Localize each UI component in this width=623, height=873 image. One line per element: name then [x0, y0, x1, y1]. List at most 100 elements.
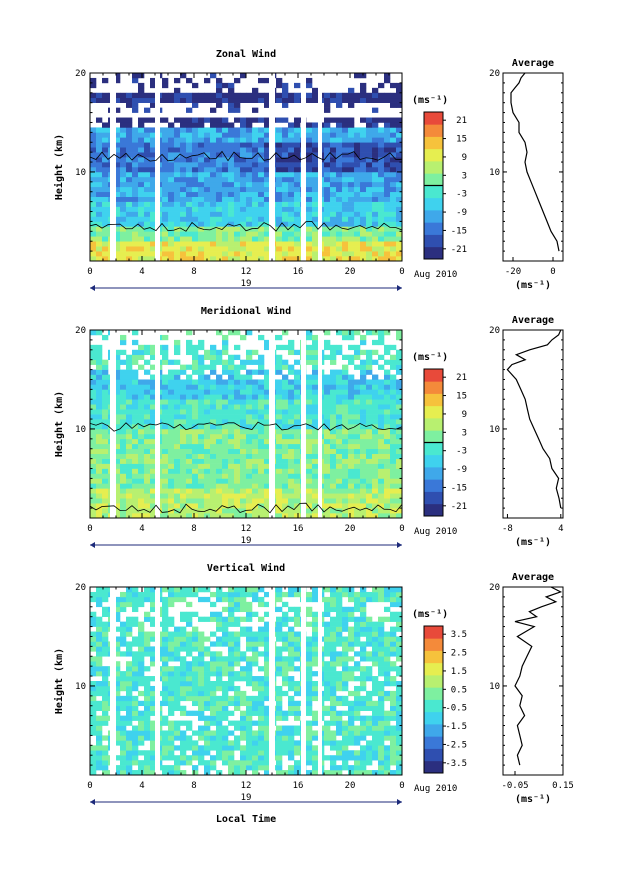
heatmap-cell: [120, 206, 127, 212]
heatmap-cell: [192, 493, 199, 499]
heatmap-cell: [198, 676, 205, 682]
heatmap-cell: [252, 720, 259, 726]
heatmap-cell: [204, 246, 211, 252]
heatmap-cell: [132, 176, 139, 183]
heatmap-cell: [174, 656, 181, 662]
heatmap-cell: [306, 330, 313, 336]
heatmap-cell: [162, 468, 169, 474]
heatmap-cell: [240, 384, 247, 390]
heatmap-cell: [384, 97, 391, 103]
heatmap-cell: [246, 369, 253, 375]
heatmap-cell: [144, 394, 151, 400]
heatmap-cell: [198, 216, 205, 222]
heatmap-cell: [372, 438, 379, 445]
heatmap-cell: [246, 92, 253, 99]
heatmap-cell: [366, 142, 373, 148]
heatmap-cell: [222, 409, 229, 415]
heatmap-cell: [234, 201, 241, 207]
heatmap-cell: [138, 122, 145, 128]
heatmap-cell: [216, 676, 223, 682]
heatmap-cell: [288, 443, 295, 450]
heatmap-cell: [150, 196, 157, 202]
heatmap-cell: [234, 735, 241, 741]
heatmap-cell: [132, 216, 139, 222]
heatmap-cell: [342, 246, 349, 252]
heatmap-cell: [366, 715, 373, 721]
heatmap-cell: [396, 379, 403, 385]
heatmap-cell: [288, 473, 295, 479]
heatmap-cell: [306, 157, 313, 163]
heatmap-cell: [114, 770, 121, 776]
heatmap-cell: [228, 384, 235, 390]
heatmap-cell: [210, 453, 217, 459]
heatmap-cell: [90, 374, 97, 380]
heatmap-cell: [198, 186, 205, 193]
heatmap-cell: [228, 364, 235, 370]
heatmap-cell: [282, 730, 289, 736]
heatmap-cell: [288, 132, 295, 138]
heatmap-cell: [342, 369, 349, 375]
heatmap-cell: [330, 349, 337, 356]
heatmap-cell: [276, 206, 283, 212]
heatmap-cell: [234, 369, 241, 375]
heatmap-cell: [228, 354, 235, 360]
heatmap-cell: [312, 765, 319, 771]
heatmap-cell: [168, 147, 175, 153]
heatmap-cell: [180, 745, 187, 751]
heatmap-cell: [228, 513, 235, 519]
heatmap-cell: [138, 419, 145, 425]
heatmap-cell: [192, 137, 199, 143]
heatmap-cell: [228, 176, 235, 183]
heatmap-cell: [168, 246, 175, 252]
heatmap-cell: [102, 364, 109, 370]
heatmap-cell: [204, 745, 211, 751]
heatmap-cell: [330, 695, 337, 702]
heatmap-cell: [126, 409, 133, 415]
heatmap-cell: [342, 463, 349, 469]
heatmap-cell: [222, 127, 229, 133]
heatmap-cell: [336, 399, 343, 405]
heatmap-cell: [336, 419, 343, 425]
heatmap-cell: [240, 463, 247, 469]
heatmap-cell: [378, 765, 385, 771]
heatmap-cell: [180, 256, 187, 262]
heatmap-cell: [150, 171, 157, 178]
heatmap-cell: [360, 508, 367, 514]
heatmap-cell: [390, 681, 397, 687]
heatmap-cell: [276, 191, 283, 197]
heatmap-cell: [264, 226, 271, 232]
heatmap-cell: [192, 127, 199, 133]
heatmap-cell: [294, 246, 301, 252]
heatmap-cell: [144, 513, 151, 519]
heatmap-cell: [252, 211, 259, 217]
heatmap-cell: [162, 206, 169, 212]
heatmap-cell: [288, 251, 295, 257]
heatmap-cell: [114, 513, 121, 519]
heatmap-cell: [210, 399, 217, 405]
heatmap-cell: [210, 710, 217, 716]
heatmap-cell: [192, 463, 199, 469]
heatmap-cell: [102, 359, 109, 365]
heatmap-cell: [168, 705, 175, 711]
heatmap-cell: [258, 443, 265, 450]
heatmap-cell: [264, 97, 271, 103]
heatmap-cell: [276, 646, 283, 652]
heatmap-cell: [168, 409, 175, 415]
heatmap-cell: [144, 211, 151, 217]
heatmap-cell: [216, 82, 223, 89]
heatmap-cell: [348, 424, 355, 430]
heatmap-cell: [282, 750, 289, 756]
heatmap-cell: [366, 152, 373, 158]
heatmap-cell: [120, 162, 127, 168]
colorbar-segment: [424, 418, 443, 431]
heatmap-cell: [204, 458, 211, 464]
heatmap-cell: [204, 690, 211, 697]
heatmap-cell: [96, 656, 103, 662]
heatmap-cell: [102, 226, 109, 232]
heatmap-cell: [306, 201, 313, 207]
heatmap-cell: [228, 157, 235, 163]
heatmap-cell: [234, 181, 241, 188]
heatmap-cell: [264, 458, 271, 464]
heatmap-cell: [96, 167, 103, 173]
heatmap-cell: [138, 414, 145, 420]
